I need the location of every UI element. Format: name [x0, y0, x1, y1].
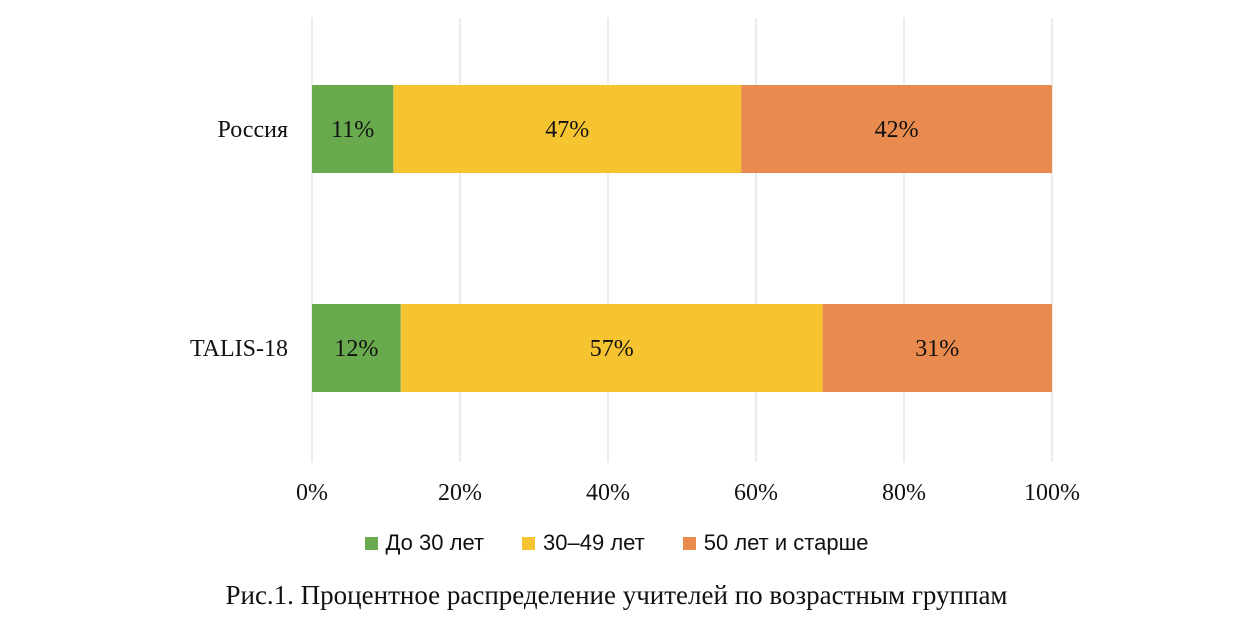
- data-label: 11%: [331, 117, 374, 143]
- grid-lines: [311, 18, 1053, 462]
- data-label: 31%: [915, 336, 959, 362]
- stacked-bar-chart: 11% 47% 42% 12% 57% 31% Россия TALIS-18 0% 20% 4…: [190, 18, 1080, 506]
- category-label: Россия: [217, 117, 288, 143]
- data-label: 57%: [590, 336, 634, 362]
- bar-segment: [400, 304, 823, 392]
- legend-label-under-30: До 30 лет: [385, 530, 485, 555]
- legend-label-30-49: 30–49 лет: [543, 530, 645, 555]
- x-tick-label: 0%: [296, 480, 328, 506]
- x-tick-labels: 0% 20% 40% 60% 80% 100%: [296, 480, 1080, 506]
- legend-swatch-50-plus: [682, 536, 696, 550]
- legend-item-30-49: 30–49 лет: [522, 530, 645, 556]
- data-label: 12%: [334, 336, 378, 362]
- legend-label-50-plus: 50 лет и старше: [703, 530, 869, 555]
- bar-segment: [393, 85, 742, 173]
- x-tick-label: 40%: [586, 480, 630, 506]
- legend-item-under-30: До 30 лет: [364, 530, 485, 556]
- x-tick-label: 100%: [1024, 480, 1080, 506]
- x-tick-label: 80%: [882, 480, 926, 506]
- data-label: 42%: [875, 117, 919, 143]
- category-labels: Россия TALIS-18: [190, 117, 288, 362]
- x-tick-label: 20%: [438, 480, 482, 506]
- bars: 11% 47% 42% 12% 57% 31%: [312, 85, 1052, 392]
- bar-segment: [822, 304, 1052, 392]
- data-label: 47%: [545, 117, 589, 143]
- legend-swatch-30-49: [522, 536, 536, 550]
- bar-segment: [312, 304, 401, 392]
- x-tick-label: 60%: [734, 480, 778, 506]
- legend-item-50-plus: 50 лет и старше: [682, 530, 869, 556]
- figure-caption: Рис.1. Процентное распределение учителей…: [225, 580, 1008, 610]
- category-label: TALIS-18: [190, 336, 288, 362]
- legend-swatch-under-30: [364, 536, 378, 550]
- legend: До 30 лет 30–49 лет 50 лет и старше: [0, 530, 1233, 556]
- bar-segment: [741, 85, 1052, 173]
- bar-segment: [312, 85, 394, 173]
